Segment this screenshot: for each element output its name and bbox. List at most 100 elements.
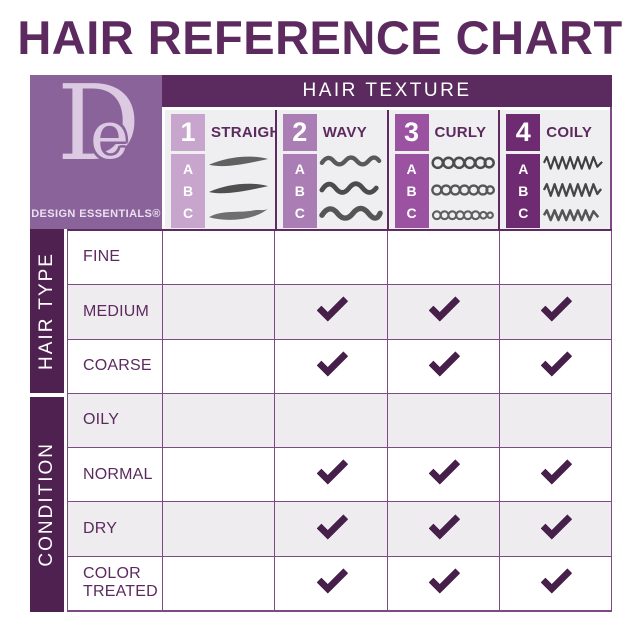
subtype-letter: A — [294, 161, 305, 177]
row-label: COLOR TREATED — [68, 556, 163, 610]
wavy-hair-illustration — [318, 155, 383, 221]
matrix-cell — [275, 393, 388, 448]
brand-monogram-icon: D e — [30, 71, 162, 189]
column-header-coily: 4 COILY A B C — [498, 110, 610, 229]
matrix-cell — [500, 285, 612, 339]
row-label: MEDIUM — [68, 285, 163, 339]
row-group-label: CONDITION — [36, 442, 57, 567]
matrix-cell — [388, 393, 500, 448]
matrix-cell — [163, 393, 276, 448]
subtype-strip-3: A B C — [394, 154, 429, 228]
matrix-cell — [388, 448, 500, 502]
texture-label-coily: COILY — [546, 124, 593, 141]
check-icon — [428, 290, 461, 323]
subtype-strip-1: A B C — [171, 154, 205, 228]
check-icon — [316, 561, 349, 594]
check-icon — [428, 507, 461, 540]
table-row-dry: DRY — [68, 502, 612, 557]
subtype-letter: A — [518, 161, 529, 177]
curly-hair-illustration — [430, 156, 495, 221]
matrix-cell — [500, 231, 612, 285]
matrix-cell — [275, 231, 388, 285]
straight-hair-illustration — [208, 156, 269, 220]
table-row-fine: FINE — [68, 231, 612, 286]
monogram-letter-e: e — [90, 97, 130, 174]
check-icon — [316, 344, 349, 377]
subtype-letter: A — [182, 161, 194, 177]
row-group-condition: CONDITION — [30, 397, 64, 612]
matrix-cell — [388, 556, 500, 610]
texture-columns: 1 STRAIGHT A B C 2 WAVY A B — [162, 107, 612, 229]
check-icon — [540, 453, 573, 486]
texture-label-wavy: WAVY — [322, 124, 368, 141]
subtype-letter: B — [518, 183, 529, 199]
texture-number-1: 1 — [171, 114, 205, 151]
matrix-cell — [388, 231, 500, 285]
subtype-letter: B — [406, 183, 417, 199]
matrix-cell — [500, 339, 612, 393]
table-row-normal: NORMAL — [68, 448, 612, 503]
brand-logo: D e DESIGN ESSENTIALS® — [30, 71, 162, 229]
table-row-oily: OILY — [68, 393, 612, 449]
row-label: FINE — [68, 231, 163, 285]
check-icon — [540, 344, 573, 377]
matrix-cell — [163, 448, 276, 502]
texture-number-3: 3 — [394, 114, 429, 151]
texture-label-curly: CURLY — [434, 124, 487, 141]
row-label: NORMAL — [68, 448, 163, 502]
subtype-letter: A — [406, 161, 417, 177]
check-icon — [316, 507, 349, 540]
table-row-coarse: COARSE — [68, 339, 612, 394]
row-label: DRY — [68, 502, 163, 556]
column-header-straight: 1 STRAIGHT A B C — [165, 110, 290, 229]
reference-table: D e DESIGN ESSENTIALS® HAIR TEXTURE 1 ST… — [30, 71, 612, 612]
matrix-cell — [275, 556, 388, 610]
subtype-letter: B — [182, 183, 194, 199]
texture-number-2: 2 — [282, 114, 317, 151]
matrix-cell — [163, 556, 276, 610]
matrix-cell — [275, 448, 388, 502]
texture-number-4: 4 — [506, 114, 541, 151]
matrix-cell — [163, 339, 276, 393]
matrix-cell — [388, 502, 500, 556]
matrix-cell — [163, 231, 276, 285]
column-header-wavy: 2 WAVY A B C — [274, 110, 387, 229]
hair-texture-header: HAIR TEXTURE — [162, 75, 612, 107]
matrix-cell — [388, 285, 500, 339]
matrix-cell — [163, 285, 276, 339]
check-icon — [540, 561, 573, 594]
check-icon — [540, 507, 573, 540]
row-group-label: HAIR TYPE — [36, 252, 57, 370]
matrix-cell — [500, 502, 612, 556]
matrix-cell — [500, 556, 612, 610]
check-icon — [540, 290, 573, 323]
subtype-letter: C — [182, 205, 194, 221]
matrix-cell — [275, 285, 388, 339]
check-icon — [316, 453, 349, 486]
monogram-letter-d: D — [57, 62, 141, 184]
subtype-letter: B — [294, 183, 305, 199]
matrix-cell — [275, 339, 388, 393]
matrix-cell — [500, 393, 612, 448]
table-row-color-treated: COLOR TREATED — [68, 556, 612, 610]
page-title: HAIR REFERENCE CHART — [17, 11, 623, 64]
row-group-hair-type: HAIR TYPE — [30, 229, 64, 393]
matrix-cell — [275, 502, 388, 556]
column-header-curly: 3 CURLY A B C — [386, 110, 499, 229]
matrix-cell — [500, 448, 612, 502]
check-icon — [428, 561, 461, 594]
subtype-letter: C — [294, 205, 305, 221]
table-row-medium: MEDIUM — [68, 285, 612, 340]
check-icon — [316, 290, 349, 323]
matrix-body: FINE MEDIUM COARSE OILY — [67, 229, 612, 612]
texture-label-straight: STRAIGHT — [211, 124, 291, 141]
check-icon — [428, 344, 461, 377]
subtype-letter: C — [518, 205, 529, 221]
matrix-cell — [388, 339, 500, 393]
row-label: COARSE — [68, 339, 163, 393]
subtype-strip-4: A B C — [506, 154, 541, 228]
coily-hair-illustration — [543, 155, 604, 222]
brand-name: DESIGN ESSENTIALS® — [31, 208, 161, 220]
subtype-letter: C — [406, 205, 417, 221]
